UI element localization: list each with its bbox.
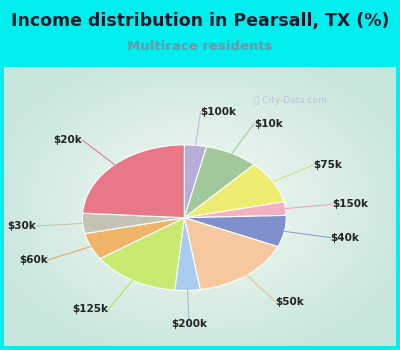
Wedge shape [184,145,206,218]
Text: $30k: $30k [7,221,36,231]
Text: $150k: $150k [332,199,368,209]
Text: $50k: $50k [276,297,304,307]
Wedge shape [85,218,184,259]
Wedge shape [184,147,254,218]
Wedge shape [184,202,286,218]
Text: $20k: $20k [54,135,82,145]
Text: $75k: $75k [314,160,342,170]
Text: $125k: $125k [72,304,108,314]
Text: $200k: $200k [171,319,207,329]
Wedge shape [83,145,184,218]
Wedge shape [184,215,286,247]
Wedge shape [100,218,184,290]
Text: $40k: $40k [331,233,360,243]
Text: $10k: $10k [254,119,283,129]
Text: $100k: $100k [201,107,237,117]
Wedge shape [82,213,184,233]
Text: Multirace residents: Multirace residents [127,40,273,53]
Text: $60k: $60k [19,255,48,265]
Wedge shape [175,218,200,290]
Wedge shape [184,164,284,218]
Text: ⓘ City-Data.com: ⓘ City-Data.com [254,96,326,105]
Text: Income distribution in Pearsall, TX (%): Income distribution in Pearsall, TX (%) [11,12,389,30]
Wedge shape [184,218,278,289]
